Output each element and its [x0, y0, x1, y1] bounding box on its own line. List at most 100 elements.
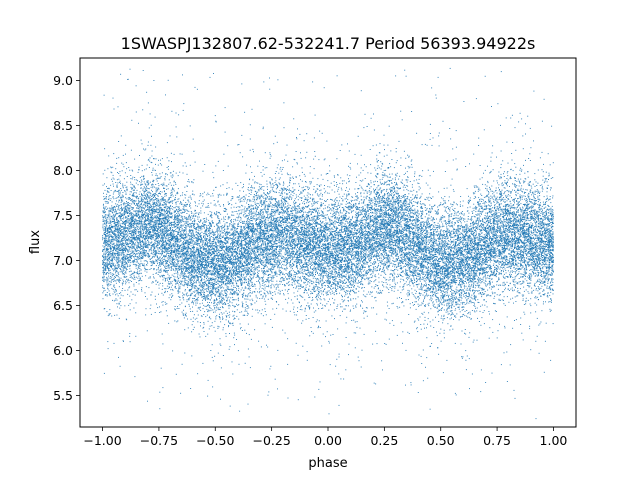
data-point [172, 263, 174, 265]
data-point [131, 235, 133, 237]
data-point [300, 179, 301, 181]
data-point [155, 187, 157, 189]
data-point [288, 227, 290, 229]
data-point [384, 240, 386, 242]
data-point [291, 242, 293, 244]
data-point [419, 220, 420, 222]
data-point [122, 250, 123, 252]
data-point [203, 237, 204, 238]
data-point [140, 139, 142, 141]
data-point [466, 296, 468, 298]
data-point [165, 288, 167, 290]
data-point [161, 209, 163, 211]
data-point [411, 222, 413, 224]
data-point [238, 249, 240, 251]
data-point [487, 246, 488, 248]
data-point [128, 249, 130, 251]
data-point [542, 171, 544, 173]
data-point [405, 200, 407, 202]
data-point [465, 285, 467, 287]
data-point [358, 208, 360, 210]
data-point [292, 229, 294, 231]
data-point [209, 227, 211, 229]
data-point [493, 286, 495, 288]
data-point [236, 213, 238, 215]
data-point [219, 226, 221, 228]
data-point [471, 310, 473, 311]
data-point [185, 222, 187, 224]
data-point [399, 250, 401, 252]
data-point [235, 233, 237, 235]
data-point [313, 311, 315, 313]
data-point [456, 266, 458, 268]
data-point [266, 204, 268, 206]
data-point [102, 277, 104, 279]
data-point [485, 258, 486, 260]
data-point [227, 232, 229, 234]
data-point [411, 247, 413, 249]
data-point [552, 209, 554, 211]
data-point [518, 273, 520, 275]
data-point [528, 245, 530, 247]
data-point [368, 266, 370, 268]
data-point [432, 319, 434, 321]
data-point [527, 282, 529, 284]
data-point [201, 244, 203, 246]
data-point [519, 224, 521, 226]
data-point [506, 219, 508, 221]
data-point [503, 296, 505, 298]
data-point [176, 220, 178, 222]
data-point [366, 224, 368, 226]
data-point [381, 209, 383, 211]
data-point [211, 248, 213, 250]
data-point [183, 272, 185, 274]
data-point [523, 241, 525, 243]
data-point [201, 288, 203, 290]
data-point [534, 265, 536, 267]
data-point [199, 222, 201, 223]
data-point [120, 210, 122, 212]
data-point [252, 242, 254, 244]
data-point [242, 306, 244, 308]
data-point [486, 260, 488, 262]
data-point [230, 282, 232, 284]
data-point [149, 213, 151, 215]
data-point [243, 273, 245, 275]
data-point [389, 163, 391, 165]
data-point [298, 249, 300, 251]
data-point [113, 216, 115, 218]
data-point [451, 213, 453, 215]
data-point [203, 227, 205, 229]
data-point [298, 283, 300, 285]
data-point [300, 220, 302, 222]
data-point [210, 195, 212, 197]
data-point [543, 243, 545, 245]
data-point [467, 244, 469, 246]
data-point [507, 206, 509, 208]
data-point [270, 239, 272, 241]
data-point [192, 310, 194, 312]
data-point [355, 332, 357, 334]
data-point [486, 284, 488, 286]
data-point [464, 287, 466, 289]
data-point [294, 159, 296, 161]
data-point [255, 254, 257, 256]
data-point [254, 198, 256, 200]
data-point [327, 246, 329, 248]
data-point [425, 229, 427, 231]
data-point [503, 215, 505, 216]
data-point [443, 291, 445, 293]
data-point [395, 258, 397, 260]
data-point [360, 225, 362, 227]
data-point [199, 234, 201, 236]
data-point [481, 207, 483, 209]
data-point [190, 318, 192, 320]
data-point [547, 215, 549, 217]
data-point [345, 212, 347, 214]
data-point [239, 269, 241, 271]
data-point [103, 241, 105, 243]
data-point [371, 295, 373, 297]
data-point [152, 230, 154, 232]
data-point [495, 199, 497, 201]
data-point [242, 235, 244, 237]
